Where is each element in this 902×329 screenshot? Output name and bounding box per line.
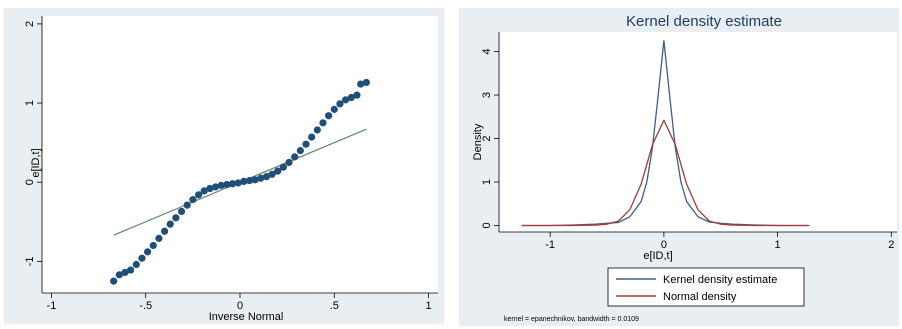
qq-point [279,163,287,171]
qq-point [144,248,152,256]
qq-point [138,254,146,262]
kd-legend-box [607,267,805,307]
kd-plot-area [499,32,897,232]
qq-point [155,234,163,242]
qq-point [257,174,265,182]
qq-point [342,96,350,104]
qq-point [189,196,197,204]
qq-y-tick-label: 1 [24,100,36,106]
qq-x-tick-label: -1 [47,300,57,312]
kd-y-tick-label: 4 [481,49,493,55]
kd-chart-title: Kernel density estimate [626,13,782,30]
qq-x-tick-label: 1 [426,300,432,312]
qq-point [228,180,237,188]
qq-point [347,93,355,102]
qq-plot-area [42,16,438,293]
qq-points-group [110,78,370,285]
qq-point [183,201,191,209]
normal-density-line [521,119,810,227]
qq-point [362,78,370,87]
kd-kernel-note: kernel = epanechnikov, bandwidth = 0.010… [504,316,639,323]
kd-y-tick-label: 0 [481,222,493,228]
qq-point [172,214,180,222]
kd-x-axis: -1 0 1 2 [499,231,897,251]
kd-x-tick-label: -1 [545,239,555,251]
qq-point [177,207,186,216]
qq-point [211,183,220,191]
qq-point [166,220,174,228]
qq-point [262,173,270,181]
qq-x-axis-label: Inverse Normal [209,311,284,323]
legend-label-normal: Normal density [663,291,737,303]
qq-point [121,268,129,277]
qq-point [268,170,276,178]
qq-point [302,140,310,148]
kd-x-tick-label: 2 [888,239,894,251]
qq-point [313,126,321,134]
qq-point [274,167,282,175]
kd-y-axis: 0 1 2 3 4 [481,32,500,232]
kernel-density-panel: Kernel density estimate -1 0 1 2 0 1 2 3 4 e[ID… [459,8,899,326]
qq-point [223,180,231,189]
qq-y-tick-label: 2 [24,21,36,27]
qq-point [149,241,157,250]
qq-point [200,187,208,195]
qq-x-axis: -1 -.5 0 .5 1 [42,292,438,312]
qq-point [308,133,316,141]
kd-x-axis-label: e[ID,t] [643,250,672,262]
qq-y-axis-label: e[ID,t] [30,148,42,177]
qq-y-tick-label: -1 [24,256,36,266]
kd-legend: Kernel density estimate Normal density [607,267,805,307]
qq-point [291,153,299,161]
qq-point [245,177,254,185]
legend-label-kernel: Kernel density estimate [663,274,777,286]
qq-point [206,184,214,193]
kd-y-tick-label: 2 [481,135,493,141]
kernel-density-line [521,40,808,227]
qq-plot-panel: -1 -.5 0 .5 1 -1 0 1 2 Inverse Normal e[ID,t] [4,8,444,324]
qq-point [194,191,203,199]
qq-x-tick-label: 0 [237,300,243,312]
qq-point [296,146,304,155]
kd-y-tick-label: 3 [481,92,493,98]
qq-point [127,266,135,274]
kd-lines-group [521,40,810,227]
qq-point [251,176,259,184]
qq-y-tick-label: 0 [24,179,36,185]
kd-y-tick-label: 1 [481,179,493,185]
qq-point [357,80,365,88]
qq-y-axis: -1 0 1 2 [24,16,43,293]
qq-point [110,277,118,285]
kd-x-tick-label: 1 [775,239,781,251]
qq-point [353,91,361,99]
qq-point [325,112,333,120]
kd-x-tick-label: 0 [661,239,667,251]
qq-point [234,179,242,187]
kd-y-axis-label: Density [472,123,484,160]
qq-point [285,158,293,167]
qq-x-tick-label: .5 [330,300,339,312]
qq-point [217,181,225,189]
qq-point [160,227,169,235]
qq-point [115,271,123,279]
qq-point [336,100,344,108]
qq-point [319,119,327,127]
qq-x-tick-label: -.5 [139,300,152,312]
qq-point [330,105,338,113]
qq-point [132,260,140,269]
qq-point [240,177,248,186]
